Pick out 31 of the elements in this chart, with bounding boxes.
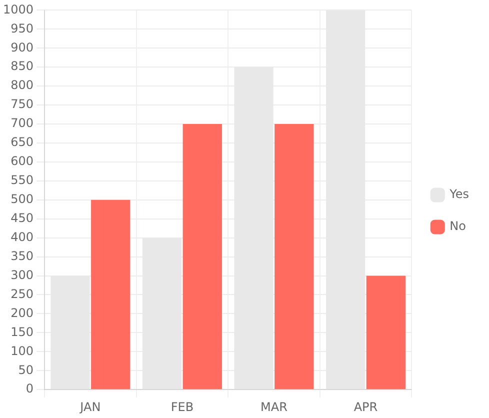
- y-tick-label: 350: [10, 248, 34, 263]
- y-tick-label: 600: [10, 154, 34, 168]
- y-tick-label: 250: [10, 286, 34, 301]
- y-tick-label: 800: [10, 78, 34, 92]
- y-tick-label: 100: [10, 344, 34, 358]
- y-tick-label: 450: [10, 210, 34, 225]
- y-tick-label: 950: [10, 21, 34, 36]
- y-tick-label: 400: [10, 230, 34, 244]
- y-tick-label: 650: [10, 135, 34, 150]
- bar: [91, 200, 130, 390]
- bar: [182, 124, 222, 390]
- x-tick-label: JAN: [79, 400, 101, 414]
- y-tick-label: 750: [10, 97, 34, 112]
- y-tick-label: 200: [10, 306, 34, 320]
- bar: [366, 276, 406, 390]
- y-tick-label: 50: [18, 362, 34, 377]
- y-tick-label: 150: [10, 324, 34, 339]
- y-tick-label: 1000: [2, 2, 34, 16]
- y-tick-label: 700: [10, 116, 34, 130]
- x-tick-label: APR: [354, 400, 378, 414]
- y-tick-label: 550: [10, 173, 34, 188]
- y-tick-label: 500: [10, 192, 34, 206]
- bar: [274, 124, 314, 390]
- x-tick-label: MAR: [260, 400, 288, 414]
- y-tick-label: 0: [26, 382, 34, 396]
- legend-label: Yes: [448, 187, 470, 202]
- y-tick-label: 900: [10, 40, 34, 54]
- legend-label: No: [450, 219, 466, 234]
- x-tick-label: FEB: [170, 400, 194, 414]
- y-tick-label: 300: [10, 268, 34, 282]
- y-tick-label: 850: [10, 59, 34, 74]
